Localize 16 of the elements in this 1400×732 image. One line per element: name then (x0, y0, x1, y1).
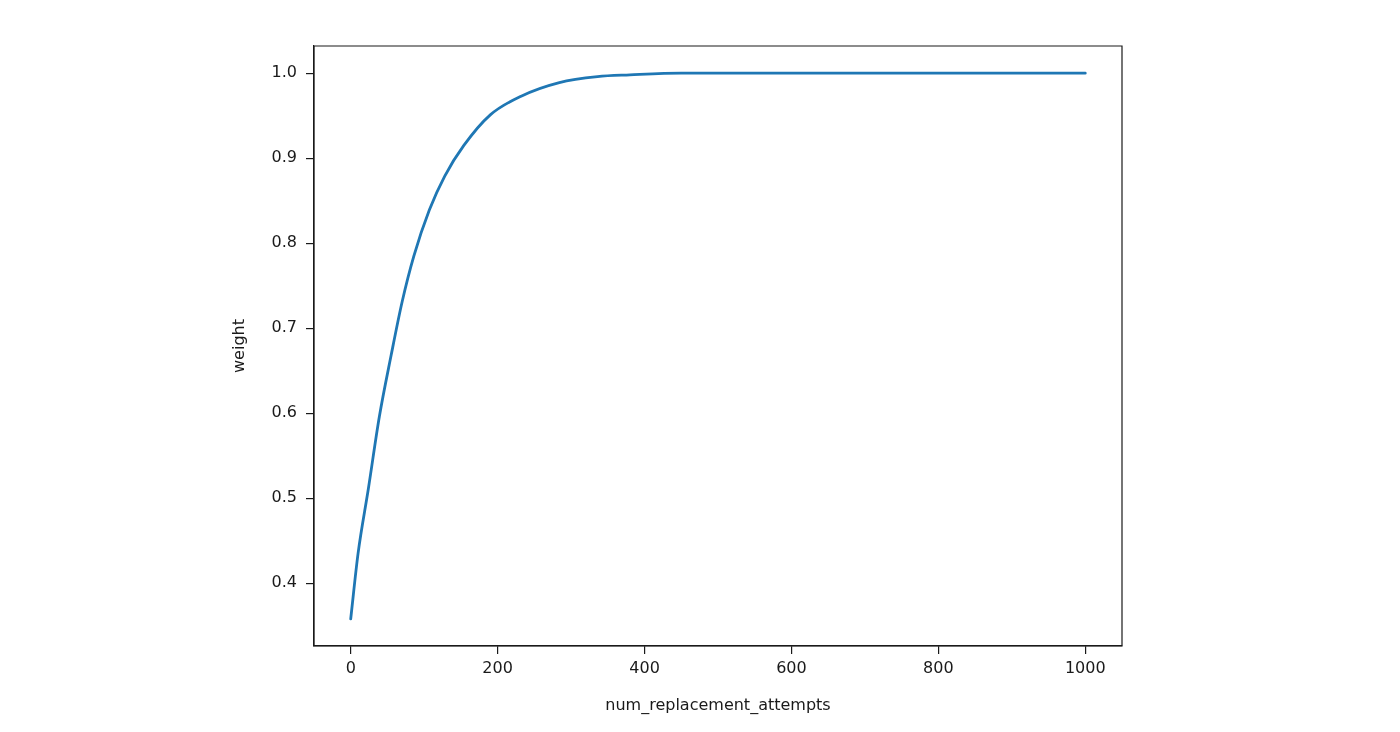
y-tick-label: 0.8 (271, 232, 297, 252)
x-tick-label: 1000 (1064, 657, 1106, 677)
y-tick-label: 0.4 (271, 572, 297, 592)
y-tick-label: 0.6 (271, 402, 297, 422)
y-tick-label: 0.5 (271, 487, 297, 507)
line-series (349, 71, 1087, 621)
x-tick-label: 200 (482, 657, 513, 677)
x-tick-label: 600 (776, 657, 807, 677)
x-tick-label: 400 (629, 657, 660, 677)
y-tick-label: 1.0 (271, 62, 297, 82)
x-axis-title: num_replacement_attempts (605, 694, 831, 715)
y-axis-title: weight (228, 319, 248, 373)
y-tick-label: 0.9 (271, 147, 297, 167)
x-tick-label: 800 (923, 657, 954, 677)
y-tick-label: 0.7 (271, 317, 297, 337)
x-tick-label: 0 (345, 657, 356, 677)
